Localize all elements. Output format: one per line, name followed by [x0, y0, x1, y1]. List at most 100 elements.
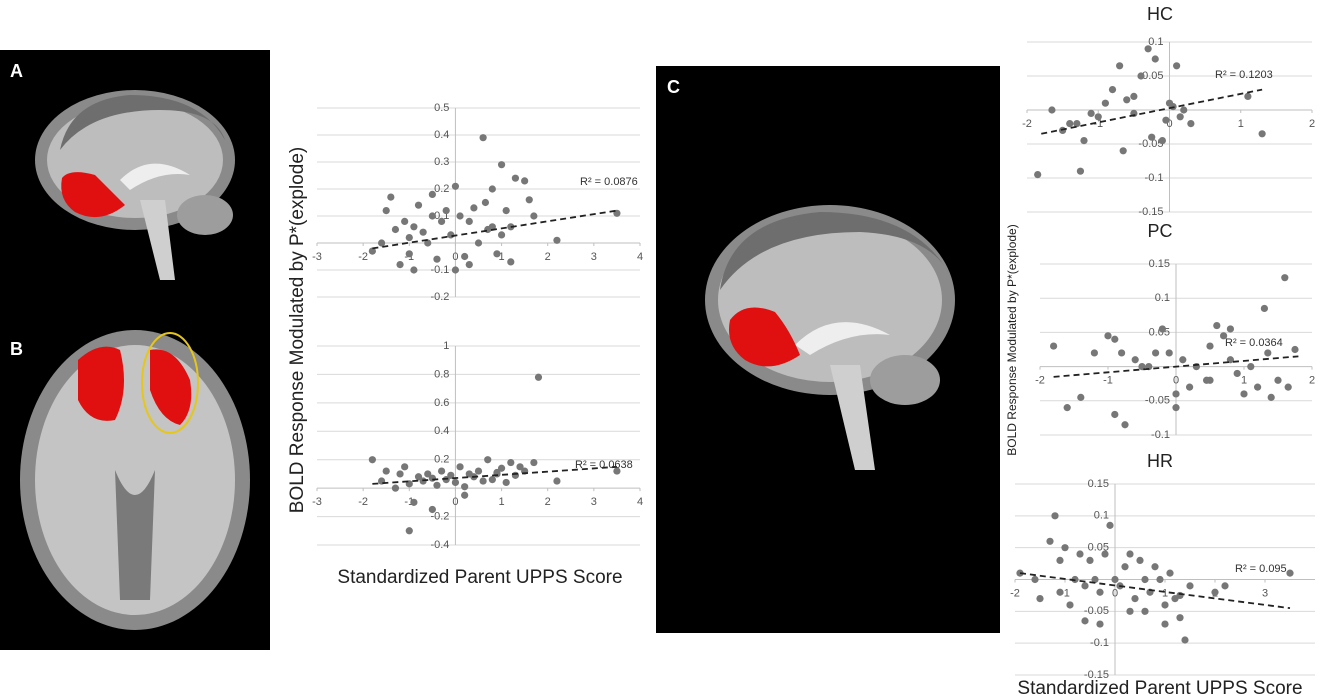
y-tick-label: -0.15: [1084, 669, 1109, 681]
chart-title: HC: [1147, 4, 1173, 24]
data-point: [493, 250, 501, 258]
data-point: [1264, 349, 1272, 357]
data-point: [410, 266, 418, 274]
y-tick-label: 0.4: [434, 129, 449, 141]
data-point: [414, 201, 423, 209]
data-point: [442, 207, 450, 215]
data-point: [405, 234, 413, 242]
data-point: [1050, 342, 1058, 350]
data-point: [474, 467, 483, 475]
data-point: [1101, 550, 1109, 558]
x-tick-label: -2: [1010, 587, 1020, 599]
data-point: [1126, 607, 1134, 615]
data-point: [474, 239, 483, 247]
data-point: [410, 223, 418, 231]
data-point: [1130, 92, 1138, 100]
data-point: [1274, 376, 1282, 384]
data-point: [382, 207, 390, 215]
data-point: [479, 134, 487, 142]
data-point: [461, 252, 469, 261]
x-tick-label: 0: [452, 251, 458, 263]
data-point: [1158, 325, 1166, 333]
x-tick-label: 0: [1166, 118, 1172, 130]
chart-title: HR: [1147, 451, 1173, 471]
data-point: [1118, 349, 1126, 357]
brain-sagittal-a: [35, 90, 235, 280]
data-point: [465, 217, 473, 225]
data-point: [1176, 591, 1184, 600]
x-tick-label: -3: [312, 496, 322, 508]
y-tick-label: -0.1: [1145, 172, 1164, 184]
data-point: [1111, 410, 1119, 419]
x-tick-label: 2: [1309, 375, 1315, 387]
data-point: [1076, 550, 1084, 558]
data-point: [1254, 383, 1262, 391]
data-point: [1137, 72, 1145, 80]
data-point: [1286, 569, 1294, 577]
data-point: [530, 212, 538, 220]
data-point: [1066, 120, 1074, 128]
data-point: [368, 247, 376, 255]
x-tick-label: 2: [545, 496, 551, 508]
data-point: [521, 177, 529, 185]
r-squared-label: R² = 0.0364: [1225, 337, 1283, 349]
r-squared-label: R² = 0.0638: [575, 459, 633, 471]
panel-label: C: [667, 77, 680, 97]
data-point: [1161, 601, 1169, 609]
data-point: [1073, 120, 1081, 128]
y-tick-label: 1: [443, 340, 449, 352]
data-point: [437, 217, 446, 225]
data-point: [507, 458, 515, 467]
x-tick-label: 2: [545, 251, 551, 263]
y-axis-label: BOLD Response Modulated by P*(explode): [287, 147, 308, 513]
x-tick-label: -2: [358, 496, 368, 508]
x-tick-label: -1: [1103, 375, 1113, 387]
data-point: [1111, 335, 1119, 343]
data-point: [419, 228, 427, 236]
trend-line: [372, 209, 618, 250]
data-point: [511, 174, 520, 182]
data-point: [410, 498, 418, 506]
data-point: [497, 161, 506, 169]
data-point: [1051, 512, 1059, 520]
data-point: [378, 239, 386, 247]
data-point: [479, 477, 487, 485]
data-point: [1221, 582, 1229, 590]
y-tick-label: 0.2: [434, 454, 449, 466]
x-tick-label: 4: [637, 496, 643, 508]
data-point: [1090, 349, 1098, 357]
r-squared-label: R² = 0.1203: [1215, 69, 1273, 81]
data-point: [387, 193, 395, 201]
data-point: [1203, 376, 1211, 384]
data-point: [456, 463, 464, 471]
y-tick-label: -0.4: [430, 539, 449, 551]
y-tick-label: 0.3: [434, 156, 449, 168]
y-tick-label: -0.1: [1151, 429, 1170, 441]
data-point: [530, 458, 538, 467]
y-tick-label: -0.05: [1145, 395, 1170, 407]
data-point: [1076, 167, 1085, 175]
data-point: [1101, 99, 1109, 107]
data-point: [391, 484, 400, 492]
data-point: [553, 236, 561, 244]
r-squared-label: R² = 0.0876: [580, 176, 638, 188]
data-point: [1106, 521, 1114, 529]
data-point: [428, 190, 436, 198]
data-point: [1066, 601, 1074, 609]
data-point: [1131, 356, 1139, 364]
data-point: [1162, 116, 1170, 124]
data-point: [1161, 620, 1169, 628]
data-point: [1034, 171, 1042, 179]
data-point: [488, 476, 496, 484]
data-point: [396, 470, 404, 478]
data-point: [1173, 62, 1181, 70]
panel-label: B: [10, 339, 23, 359]
data-point: [1131, 595, 1139, 603]
data-point: [1181, 636, 1189, 644]
data-point: [1081, 582, 1089, 590]
data-point: [428, 212, 436, 220]
brain-axial-b: [20, 330, 250, 630]
data-point: [461, 491, 469, 499]
y-tick-label: 0.15: [1149, 258, 1170, 270]
data-point: [1108, 86, 1117, 94]
